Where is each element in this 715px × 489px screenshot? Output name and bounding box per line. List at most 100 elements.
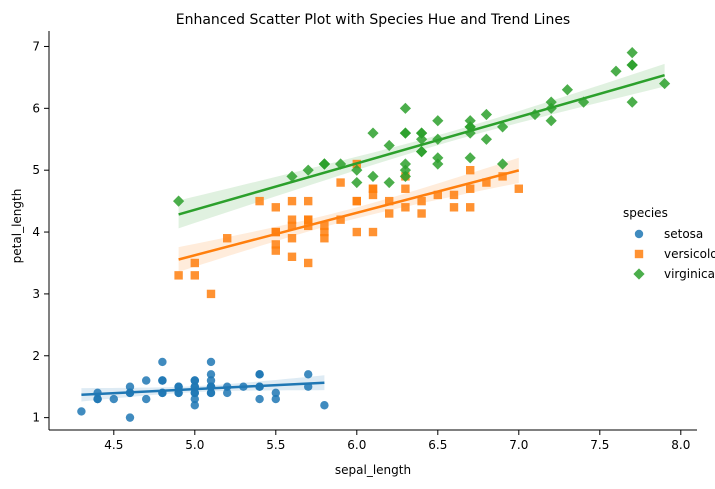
virginica-point bbox=[659, 77, 671, 90]
virginica-point bbox=[480, 108, 492, 121]
versicolor-point bbox=[449, 203, 459, 212]
x-tick-label: 6.5 bbox=[428, 438, 447, 452]
versicolor-point bbox=[190, 271, 199, 280]
y-axis-ticks: 1 2 3 4 5 6 7 bbox=[32, 39, 49, 425]
versicolor-point bbox=[287, 252, 297, 261]
x-axis-label: sepal_length bbox=[335, 463, 411, 477]
versicolor-point bbox=[352, 196, 361, 206]
setosa-point bbox=[304, 370, 313, 379]
setosa-point bbox=[255, 394, 264, 404]
setosa-point bbox=[271, 388, 280, 398]
versicolor-point bbox=[287, 215, 297, 224]
versicolor-point bbox=[320, 234, 329, 243]
setosa-point bbox=[320, 401, 329, 410]
virginica-point bbox=[367, 170, 379, 182]
versicolor-point bbox=[287, 196, 297, 206]
versicolor-point bbox=[368, 227, 378, 237]
virginica-point bbox=[432, 152, 444, 164]
versicolor-point bbox=[304, 215, 313, 224]
x-tick-label: 5.0 bbox=[185, 438, 204, 452]
setosa-point bbox=[125, 382, 135, 391]
legend-title: species bbox=[623, 206, 668, 220]
setosa-point bbox=[142, 376, 151, 385]
x-tick-label: 5.5 bbox=[266, 438, 285, 452]
setosa-point bbox=[77, 407, 86, 416]
versicolor-point bbox=[287, 234, 297, 243]
y-tick-label: 1 bbox=[32, 411, 40, 425]
x-tick-label: 4.5 bbox=[104, 438, 123, 452]
virginica-point bbox=[480, 133, 492, 145]
setosa-point bbox=[206, 370, 216, 379]
versicolor-point bbox=[271, 203, 280, 212]
setosa-point bbox=[158, 357, 167, 367]
versicolor-point bbox=[352, 227, 361, 237]
legend-items: setosa versicolor virginica bbox=[633, 227, 715, 281]
legend: species setosa versicolor virginica bbox=[623, 206, 715, 281]
x-axis-ticks: 4.5 5.0 5.5 6.0 6.5 7.0 7.5 8.0 bbox=[104, 430, 690, 452]
versicolor-point bbox=[174, 271, 183, 280]
legend-marker-virginica bbox=[633, 268, 645, 280]
versicolor-point bbox=[466, 184, 475, 193]
setosa-point bbox=[255, 370, 264, 379]
virginica-point bbox=[399, 158, 411, 170]
y-tick-label: 5 bbox=[32, 163, 40, 177]
virginica-point bbox=[335, 158, 347, 170]
virginica-point bbox=[399, 102, 411, 114]
versicolor-point bbox=[368, 184, 378, 193]
versicolor-point bbox=[417, 196, 426, 206]
virginica-point bbox=[561, 84, 573, 96]
virginica-point bbox=[432, 158, 444, 170]
virginica-point bbox=[383, 176, 395, 189]
legend-marker-versicolor bbox=[634, 249, 644, 259]
setosa-point bbox=[206, 357, 216, 367]
setosa-trend-line bbox=[81, 381, 325, 397]
setosa-point bbox=[206, 388, 216, 398]
x-tick-label: 7.0 bbox=[509, 438, 528, 452]
y-axis-label: petal_length bbox=[10, 189, 24, 264]
setosa-point bbox=[109, 394, 119, 404]
virginica-point bbox=[464, 127, 476, 139]
versicolor-point bbox=[482, 178, 491, 187]
virginica-point bbox=[351, 176, 363, 189]
versicolor-point bbox=[304, 196, 313, 206]
setosa-point bbox=[223, 388, 232, 398]
versicolor-point bbox=[336, 215, 345, 224]
virginica-point bbox=[626, 59, 638, 71]
data-points bbox=[77, 47, 671, 422]
virginica-point bbox=[464, 152, 476, 164]
y-tick-label: 4 bbox=[32, 225, 40, 239]
virginica-point bbox=[302, 164, 314, 176]
virginica-point bbox=[432, 115, 444, 127]
setosa-point bbox=[271, 394, 280, 404]
legend-label-virginica: virginica bbox=[664, 267, 715, 281]
versicolor-point bbox=[304, 258, 313, 268]
y-tick-label: 6 bbox=[32, 101, 40, 115]
chart-title: Enhanced Scatter Plot with Species Hue a… bbox=[176, 12, 570, 28]
y-tick-label: 2 bbox=[32, 349, 40, 363]
virginica-point bbox=[545, 115, 557, 127]
virginica-point bbox=[367, 127, 379, 139]
legend-label-versicolor: versicolor bbox=[664, 247, 715, 261]
versicolor-point bbox=[385, 196, 394, 206]
virginica-point bbox=[626, 96, 638, 108]
virginica-point bbox=[416, 146, 428, 158]
trend-lines bbox=[81, 74, 665, 397]
setosa-point bbox=[190, 388, 199, 398]
virginica-point bbox=[383, 139, 395, 152]
virginica-point bbox=[416, 127, 428, 139]
setosa-point bbox=[190, 401, 199, 410]
setosa-point bbox=[190, 376, 199, 385]
versicolor-point bbox=[401, 184, 410, 193]
virginica-point bbox=[351, 164, 363, 176]
virginica-point bbox=[497, 121, 509, 133]
virginica-point bbox=[497, 158, 509, 170]
virginica-point bbox=[529, 108, 541, 121]
virginica-point bbox=[399, 127, 411, 139]
versicolor-point bbox=[466, 203, 475, 212]
versicolor-point bbox=[223, 234, 232, 243]
virginica-trend-line bbox=[178, 74, 665, 216]
plot-area bbox=[77, 47, 671, 422]
versicolor-trend-line bbox=[178, 169, 520, 261]
versicolor-point bbox=[271, 240, 280, 249]
x-tick-label: 8.0 bbox=[671, 438, 690, 452]
